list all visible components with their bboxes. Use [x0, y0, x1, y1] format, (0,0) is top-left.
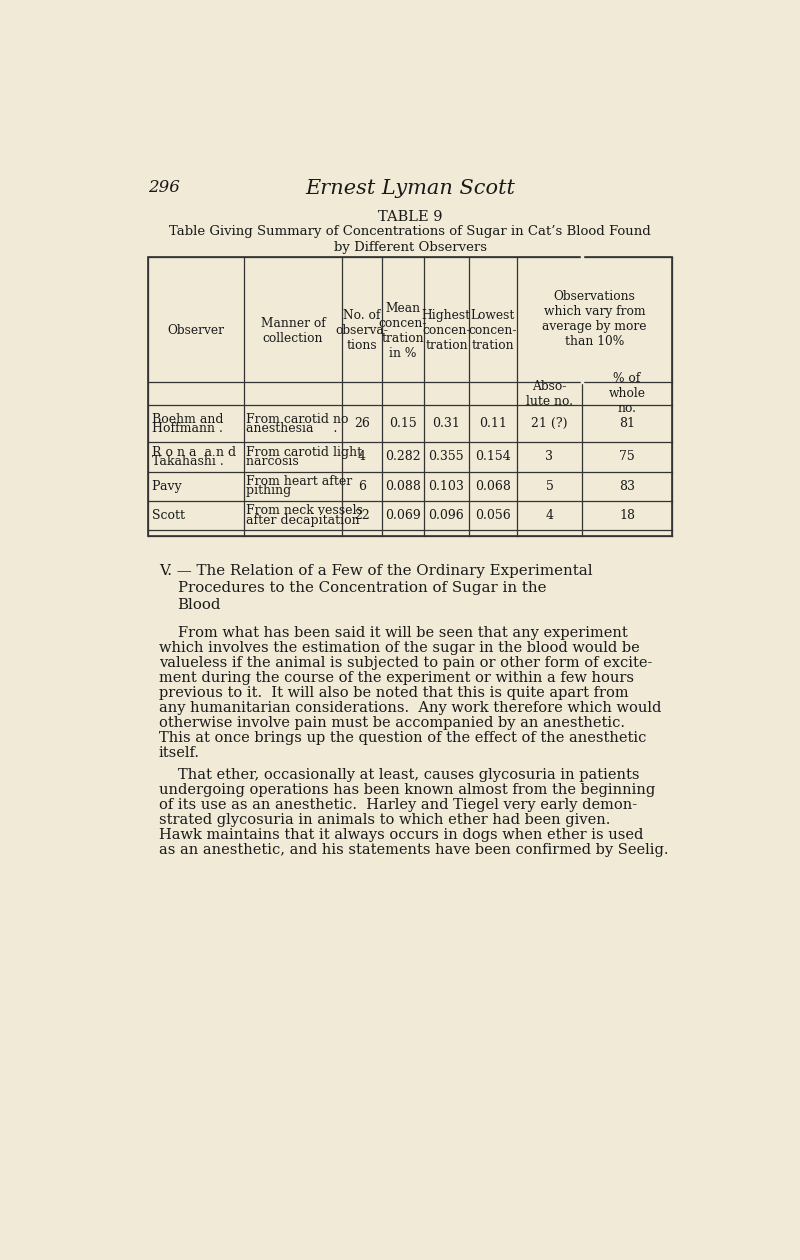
Text: 75: 75 [619, 450, 635, 464]
Text: R o n a  a n d: R o n a a n d [152, 446, 236, 459]
Text: Boehm and: Boehm and [152, 413, 223, 426]
Text: 0.154: 0.154 [475, 450, 511, 464]
Bar [148, 257, 672, 537]
Text: otherwise involve pain must be accompanied by an anesthetic.: otherwise involve pain must be accompani… [159, 716, 625, 730]
Text: 0.056: 0.056 [475, 509, 511, 522]
Text: No. of
observa-
tions: No. of observa- tions [335, 310, 388, 353]
Text: by Different Observers: by Different Observers [334, 241, 486, 253]
Text: Hoffmann .: Hoffmann . [152, 422, 222, 435]
Text: 0.11: 0.11 [479, 417, 507, 430]
Text: Abso-
lute no.: Abso- lute no. [526, 379, 573, 408]
Text: 0.096: 0.096 [429, 509, 464, 522]
Text: V. — The Relation of a Few of the Ordinary Experimental: V. — The Relation of a Few of the Ordina… [159, 564, 593, 578]
Text: 5: 5 [546, 480, 554, 493]
Text: Procedures to the Concentration of Sugar in the: Procedures to the Concentration of Sugar… [178, 581, 546, 595]
Text: Blood: Blood [178, 597, 221, 612]
Text: That ether, occasionally at least, causes glycosuria in patients: That ether, occasionally at least, cause… [178, 769, 639, 782]
Text: previous to it.  It will also be noted that this is quite apart from: previous to it. It will also be noted th… [159, 685, 629, 699]
Text: TABLE 9: TABLE 9 [378, 209, 442, 224]
Text: as an anesthetic, and his statements have been confirmed by Seelig.: as an anesthetic, and his statements hav… [159, 843, 669, 858]
Text: 6: 6 [358, 480, 366, 493]
Text: 26: 26 [354, 417, 370, 430]
Text: % of
whole
no.: % of whole no. [609, 372, 646, 416]
Text: 4: 4 [358, 450, 366, 464]
Text: 0.282: 0.282 [386, 450, 421, 464]
Text: undergoing operations has been known almost from the beginning: undergoing operations has been known alm… [159, 784, 655, 798]
Text: Mean
concen-
tration
in %: Mean concen- tration in % [378, 302, 427, 360]
Text: 0.069: 0.069 [385, 509, 421, 522]
Text: ment during the course of the experiment or within a few hours: ment during the course of the experiment… [159, 670, 634, 684]
Text: Pavy: Pavy [152, 480, 214, 493]
Text: 4: 4 [546, 509, 554, 522]
Text: Ernest Lyman Scott: Ernest Lyman Scott [305, 179, 515, 198]
Text: pithing: pithing [246, 484, 328, 498]
Text: 22: 22 [354, 509, 370, 522]
Text: after decapitation: after decapitation [246, 514, 360, 527]
Text: which involves the estimation of the sugar in the blood would be: which involves the estimation of the sug… [159, 640, 640, 654]
Text: 18: 18 [619, 509, 635, 522]
Text: Highest
concen-
tration: Highest concen- tration [422, 310, 471, 353]
Text: Observations
which vary from
average by more
than 10%: Observations which vary from average by … [542, 291, 646, 349]
Text: 81: 81 [619, 417, 635, 430]
Text: 0.15: 0.15 [389, 417, 417, 430]
Text: From heart after: From heart after [246, 475, 353, 488]
Text: 3: 3 [546, 450, 554, 464]
Text: valueless if the animal is subjected to pain or other form of excite-: valueless if the animal is subjected to … [159, 655, 652, 669]
Text: 296: 296 [148, 179, 180, 195]
Text: narcosis: narcosis [246, 455, 331, 467]
Text: any humanitarian considerations.  Any work therefore which would: any humanitarian considerations. Any wor… [159, 701, 662, 714]
Text: Observer: Observer [168, 325, 225, 338]
Text: 0.103: 0.103 [429, 480, 464, 493]
Text: From what has been said it will be seen that any experiment: From what has been said it will be seen … [178, 625, 627, 640]
Text: itself.: itself. [159, 746, 200, 760]
Text: strated glycosuria in animals to which ether had been given.: strated glycosuria in animals to which e… [159, 814, 610, 828]
Text: 83: 83 [619, 480, 635, 493]
Text: Takahashi .: Takahashi . [152, 455, 224, 467]
Text: From carotid no: From carotid no [246, 413, 349, 426]
Text: 0.355: 0.355 [429, 450, 464, 464]
Text: Lowest
concen-
tration: Lowest concen- tration [469, 310, 517, 353]
Text: Table Giving Summary of Concentrations of Sugar in Cat’s Blood Found: Table Giving Summary of Concentrations o… [169, 226, 651, 238]
Text: Manner of
collection: Manner of collection [261, 318, 326, 345]
Text: of its use as an anesthetic.  Harley and Tiegel very early demon-: of its use as an anesthetic. Harley and … [159, 799, 637, 813]
Text: 0.088: 0.088 [385, 480, 421, 493]
Text: 0.068: 0.068 [475, 480, 511, 493]
Text: This at once brings up the question of the effect of the anesthetic: This at once brings up the question of t… [159, 731, 646, 745]
Text: From neck vessels: From neck vessels [246, 504, 363, 518]
Text: 21 (?): 21 (?) [531, 417, 568, 430]
Text: Hawk maintains that it always occurs in dogs when ether is used: Hawk maintains that it always occurs in … [159, 828, 643, 843]
Text: From carotid light: From carotid light [246, 446, 362, 459]
Text: Scott: Scott [152, 509, 217, 522]
Text: 0.31: 0.31 [433, 417, 460, 430]
Text: anesthesia     .: anesthesia . [246, 422, 338, 435]
